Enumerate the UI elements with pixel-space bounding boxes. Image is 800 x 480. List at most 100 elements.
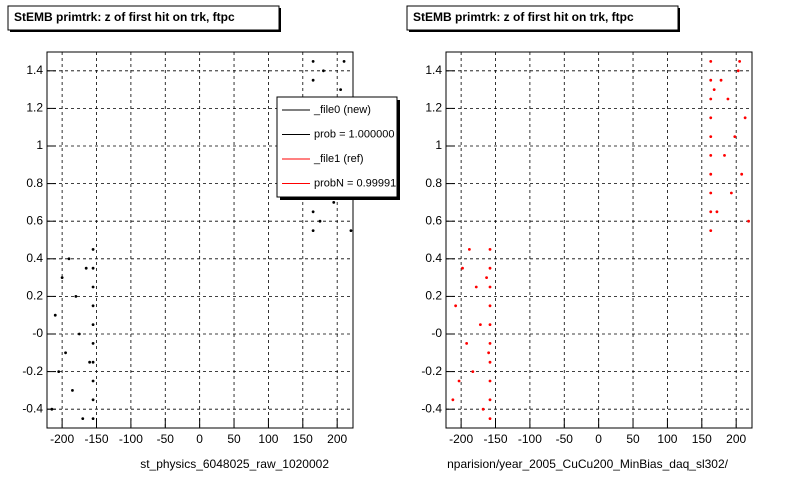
x-tick-label: -150 (483, 432, 507, 446)
point (91, 248, 95, 251)
point (712, 88, 716, 91)
point (488, 304, 492, 308)
point (81, 417, 85, 420)
point (488, 417, 492, 420)
y-tick-label: -0.4 (421, 401, 442, 415)
point (485, 276, 488, 279)
y-tick-label: 1.4 (26, 63, 43, 77)
x-tick-label: -200 (449, 432, 473, 446)
point (57, 370, 61, 373)
plot-border (46, 51, 354, 429)
point (84, 266, 88, 270)
point (60, 276, 64, 279)
legend-label: probN = 0.99991 (314, 177, 396, 189)
y-tick-label: -0.2 (22, 364, 43, 378)
point (91, 360, 95, 364)
x-tick-label: 150 (692, 432, 712, 446)
y-tick-label: -0.4 (22, 401, 43, 415)
y-tick-label: 0.4 (26, 251, 43, 265)
x-tick-label: 0 (196, 432, 203, 446)
plot-border (445, 51, 753, 429)
point (64, 351, 67, 355)
x-tick-label: -100 (518, 432, 542, 446)
point (311, 78, 315, 82)
point (709, 60, 713, 63)
x-axis-label: st_physics_6048025_raw_1020002 (140, 457, 329, 471)
chart-title: StEMB primtrk: z of first hit on trk, ft… (413, 10, 634, 24)
point (709, 172, 713, 176)
point (311, 60, 315, 63)
point (339, 88, 343, 91)
point (488, 360, 492, 364)
y-tick-label: 0.2 (425, 289, 442, 303)
x-tick-label: -50 (556, 432, 574, 446)
point (91, 379, 95, 383)
x-tick-label: 50 (227, 432, 241, 446)
point (488, 379, 492, 383)
point (488, 398, 492, 402)
point (709, 229, 713, 233)
point (747, 219, 750, 223)
legend-box (276, 96, 398, 198)
point (91, 342, 95, 345)
chart-title: StEMB primtrk: z of first hit on trk, ft… (14, 10, 235, 24)
x-tick-label: -100 (119, 432, 143, 446)
x-tick-label: 200 (726, 432, 746, 446)
point (488, 285, 492, 289)
y-tick-label: 0.8 (26, 176, 43, 190)
point (709, 135, 713, 139)
x-tick-label: 200 (327, 432, 347, 446)
point (488, 248, 492, 251)
point (709, 154, 713, 157)
legend-label: _file1 (ref) (313, 153, 364, 165)
point (736, 69, 740, 73)
y-tick-label: 0.6 (26, 213, 43, 227)
y-tick-label: -0 (32, 326, 43, 340)
point (461, 266, 464, 270)
x-tick-label: -150 (84, 432, 108, 446)
point (715, 210, 719, 214)
point (471, 370, 475, 373)
point (322, 69, 325, 73)
legend-label: _file0 (new) (313, 104, 371, 116)
point (488, 266, 492, 270)
point (729, 191, 733, 195)
point (488, 323, 492, 326)
point (454, 304, 458, 308)
point (451, 398, 455, 402)
point (91, 304, 95, 308)
x-tick-label: -50 (157, 432, 175, 446)
y-tick-label: 0.8 (425, 176, 442, 190)
point (74, 295, 78, 298)
y-tick-label: 1.2 (26, 101, 43, 115)
y-tick-label: 0.2 (26, 289, 43, 303)
point (709, 116, 713, 120)
point (709, 78, 713, 82)
point (723, 154, 726, 157)
point (465, 342, 469, 345)
x-tick-label: 0 (595, 432, 602, 446)
point (332, 201, 336, 204)
point (311, 229, 315, 233)
point (349, 229, 353, 233)
title-box (7, 5, 280, 31)
point (719, 78, 723, 82)
legend-label: prob = 1.000000 (314, 128, 394, 140)
point (91, 266, 95, 270)
point (488, 342, 492, 345)
point (709, 97, 713, 101)
point (478, 323, 482, 326)
y-tick-label: 1 (36, 138, 43, 152)
y-tick-label: -0.2 (421, 364, 442, 378)
point (487, 351, 491, 355)
point (738, 60, 742, 63)
y-tick-label: 1.2 (425, 101, 442, 115)
x-axis-label: nparision/year_2005_CuCu200_MinBias_daq_… (447, 457, 729, 471)
point (709, 210, 713, 214)
point (77, 332, 81, 336)
y-tick-label: 0.6 (425, 213, 442, 227)
point (67, 257, 71, 261)
point (467, 248, 471, 251)
x-tick-label: -200 (50, 432, 74, 446)
